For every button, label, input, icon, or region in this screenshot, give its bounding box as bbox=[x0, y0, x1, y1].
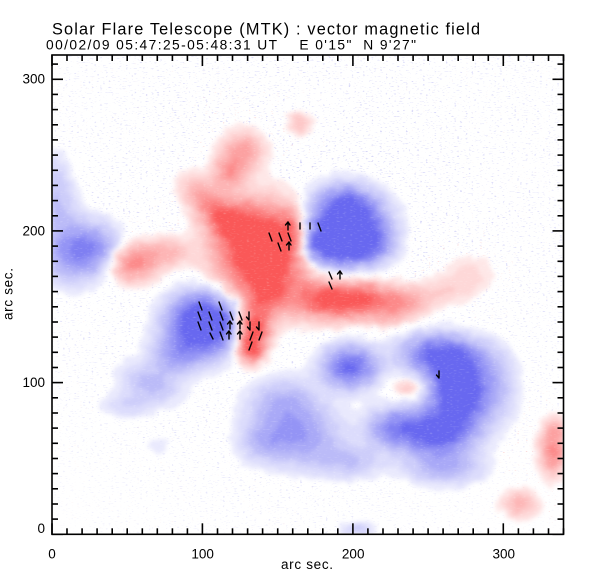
svg-text:100: 100 bbox=[191, 547, 214, 562]
svg-text:0: 0 bbox=[48, 547, 56, 562]
svg-text:300: 300 bbox=[22, 72, 45, 87]
svg-text:300: 300 bbox=[493, 547, 516, 562]
svg-text:200: 200 bbox=[342, 547, 365, 562]
svg-text:100: 100 bbox=[22, 375, 45, 390]
svg-text:0: 0 bbox=[37, 521, 45, 536]
svg-text:arc sec.: arc sec. bbox=[1, 268, 16, 320]
svg-text:200: 200 bbox=[22, 224, 45, 239]
svg-text:00/02/09 05:47:25-05:48:31 UT: 00/02/09 05:47:25-05:48:31 UT E 0'15" N … bbox=[46, 38, 416, 53]
svg-text:arc sec.: arc sec. bbox=[281, 557, 333, 572]
svg-text:Solar Flare Telescope (MTK) :: Solar Flare Telescope (MTK) : vector mag… bbox=[52, 21, 480, 39]
